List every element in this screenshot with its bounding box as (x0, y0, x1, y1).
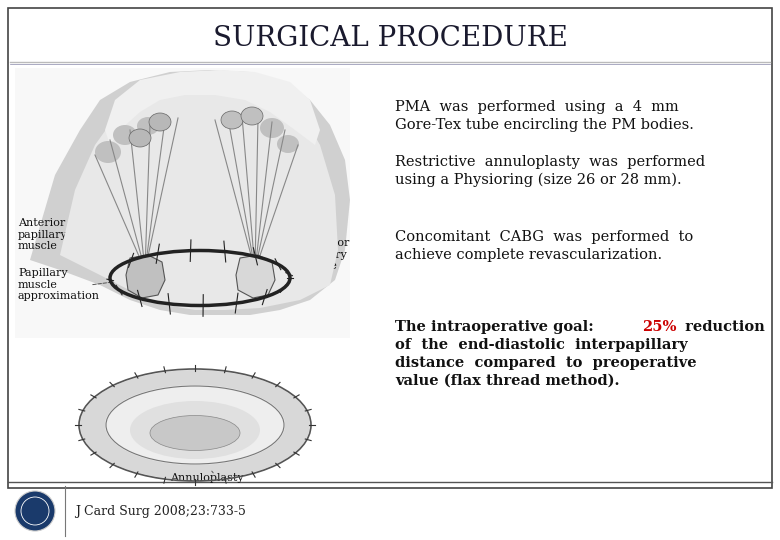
Bar (8, 8, 772, 488)
Ellipse shape (80, 370, 310, 480)
Ellipse shape (241, 107, 263, 125)
Text: Posterior
papillary
muscle: Posterior papillary muscle (298, 238, 349, 271)
Text: 25%: 25% (642, 320, 676, 334)
Text: J Card Surg 2008;23:733-5: J Card Surg 2008;23:733-5 (75, 504, 246, 517)
Text: Annuloplasty: Annuloplasty (170, 473, 243, 483)
Text: value (flax thread method).: value (flax thread method). (395, 374, 619, 388)
Polygon shape (30, 70, 350, 315)
Text: Papillary
muscle
approximation: Papillary muscle approximation (18, 268, 100, 301)
Text: Gore-Tex tube encircling the PM bodies.: Gore-Tex tube encircling the PM bodies. (395, 118, 694, 132)
Ellipse shape (129, 129, 151, 147)
Ellipse shape (137, 117, 159, 135)
Text: Restrictive  annuloplasty  was  performed: Restrictive annuloplasty was performed (395, 155, 705, 169)
Text: Anterior
papillary
muscle: Anterior papillary muscle (18, 218, 68, 251)
Ellipse shape (277, 135, 299, 153)
Polygon shape (126, 255, 165, 298)
Polygon shape (60, 78, 338, 310)
Text: of  the  end-diastolic  interpapillary: of the end-diastolic interpapillary (395, 338, 688, 352)
Ellipse shape (260, 118, 284, 138)
Text: SURGICAL PROCEDURE: SURGICAL PROCEDURE (213, 24, 567, 51)
Ellipse shape (95, 141, 121, 163)
Ellipse shape (105, 385, 285, 465)
Circle shape (15, 491, 55, 531)
Ellipse shape (149, 113, 171, 131)
Text: Concomitant  CABG  was  performed  to: Concomitant CABG was performed to (395, 230, 693, 244)
Ellipse shape (150, 415, 240, 450)
Ellipse shape (221, 111, 243, 129)
Bar (15, 68, 350, 338)
Text: The intraoperative goal:: The intraoperative goal: (395, 320, 599, 334)
Text: PMA  was  performed  using  a  4  mm: PMA was performed using a 4 mm (395, 100, 679, 114)
Polygon shape (236, 255, 275, 298)
Ellipse shape (113, 125, 137, 145)
Text: achieve complete revascularization.: achieve complete revascularization. (395, 248, 662, 262)
Text: using a Physioring (size 26 or 28 mm).: using a Physioring (size 26 or 28 mm). (395, 173, 682, 187)
Ellipse shape (130, 401, 260, 459)
Text: distance  compared  to  preoperative: distance compared to preoperative (395, 356, 697, 370)
Polygon shape (105, 70, 320, 145)
Text: reduction: reduction (680, 320, 764, 334)
